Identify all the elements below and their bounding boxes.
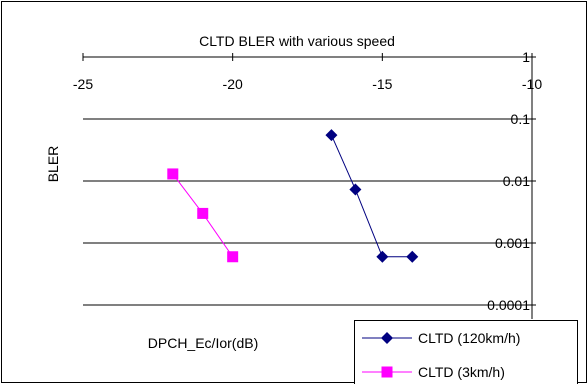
y-tick-label: 0.01	[503, 173, 530, 189]
series-line-0	[330, 134, 413, 258]
legend-marker-square	[381, 366, 393, 378]
legend-marker-diamond	[381, 332, 393, 344]
y-axis-label: BLER	[45, 146, 61, 183]
data-point-diamond	[349, 183, 362, 196]
data-point-diamond	[325, 129, 338, 142]
gridlines	[83, 56, 532, 306]
x-tick-label: -10	[522, 76, 542, 92]
legend: CLTD (120km/h) CLTD (3km/h)	[354, 320, 578, 384]
y-tick-label: 1	[522, 49, 530, 65]
data-point-diamond	[406, 250, 419, 263]
axes	[82, 53, 536, 319]
y-tick-label: 0.1	[511, 111, 531, 127]
data-point-square	[167, 168, 179, 180]
y-tick-label: 0.001	[495, 235, 530, 251]
x-axis-label: DPCH_Ec/Ior(dB)	[148, 335, 258, 351]
x-tick-label: -25	[73, 76, 93, 92]
tick-labels: 1 0.1 0.01 0.001 0.0001 -25 -20 -15 -10	[73, 49, 542, 313]
chart-title: CLTD BLER with various speed	[199, 33, 395, 49]
legend-label-cltd-120: CLTD (120km/h)	[418, 330, 520, 346]
data-point-square	[197, 207, 209, 219]
x-tick-label: -15	[372, 76, 392, 92]
series-layer	[167, 129, 419, 263]
data-point-diamond	[376, 250, 389, 263]
y-tick-label: 0.0001	[487, 297, 530, 313]
x-tick-label: -20	[223, 76, 243, 92]
legend-label-cltd-3: CLTD (3km/h)	[418, 364, 505, 380]
data-point-square	[227, 251, 239, 263]
